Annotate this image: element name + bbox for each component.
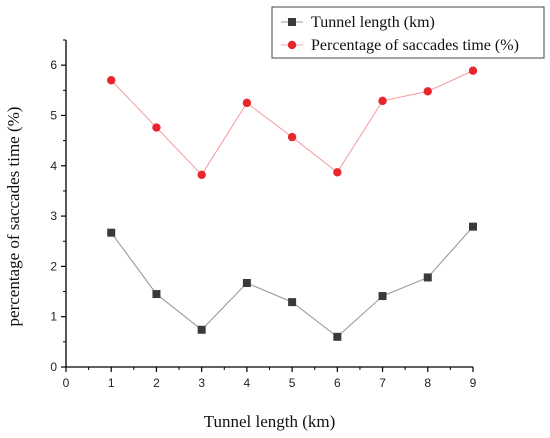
data-point-square (378, 292, 387, 301)
series-1 (107, 222, 477, 341)
y-tick-label: 0 (50, 360, 57, 374)
series-line (110, 70, 474, 176)
legend-items: Tunnel length (km) Percentage of saccades… (281, 14, 519, 54)
data-point-circle (287, 132, 297, 142)
x-tick-label: 9 (470, 376, 477, 390)
legend-marker-circle (287, 40, 297, 50)
x-tick-label: 8 (424, 376, 431, 390)
x-tick-label: 3 (198, 376, 205, 390)
data-point-circle (423, 87, 432, 96)
x-tick-label: 0 (63, 376, 70, 390)
data-point-circle (468, 66, 478, 75)
x-axis-title: Tunnel length (km) (204, 412, 336, 431)
data-point-circle (107, 76, 116, 85)
axes (65, 40, 473, 368)
data-point-square (242, 278, 251, 287)
legend-label: Tunnel length (km) (311, 14, 435, 31)
legend-item-2: Percentage of saccades time (%) (281, 37, 519, 54)
x-tick-label: 4 (244, 376, 251, 390)
y-axis-title: percentage of saccades time (%) (4, 107, 23, 327)
x-ticks: 0 1 2 3 4 5 6 7 8 9 (63, 367, 477, 390)
data-point-square (288, 298, 297, 307)
data-point-circle (152, 123, 161, 132)
data-point-square (423, 273, 432, 282)
y-ticks: 0 1 2 3 4 5 6 (50, 39, 66, 374)
data-point-square (469, 222, 477, 231)
data-point-circle (378, 96, 387, 106)
data-point-square (197, 325, 206, 334)
data-point-square (152, 290, 161, 299)
legend-marker-square (288, 18, 296, 26)
x-tick-label: 7 (379, 376, 386, 390)
x-tick-label: 5 (289, 376, 296, 390)
y-tick-label: 2 (50, 259, 57, 273)
x-tick-label: 2 (153, 376, 160, 390)
x-tick-label: 6 (334, 376, 341, 390)
x-tick-label: 1 (108, 376, 115, 390)
y-tick-label: 4 (50, 159, 57, 173)
legend-label: Percentage of saccades time (%) (311, 37, 519, 54)
series-2 (107, 66, 478, 180)
series-line (110, 226, 474, 338)
data-point-square (107, 228, 116, 237)
data-point-circle (242, 98, 252, 108)
legend-item-1: Tunnel length (km) (281, 14, 435, 31)
series-layer (107, 66, 478, 341)
data-point-circle (197, 170, 206, 180)
y-tick-label: 6 (50, 58, 57, 72)
y-tick-label: 1 (50, 310, 57, 324)
y-tick-label: 5 (50, 108, 57, 122)
y-tick-label: 3 (50, 209, 57, 223)
data-point-circle (333, 168, 342, 177)
legend-box (271, 6, 545, 59)
data-point-square (333, 332, 342, 341)
legend: Tunnel length (km) Percentage of saccades… (271, 6, 545, 59)
